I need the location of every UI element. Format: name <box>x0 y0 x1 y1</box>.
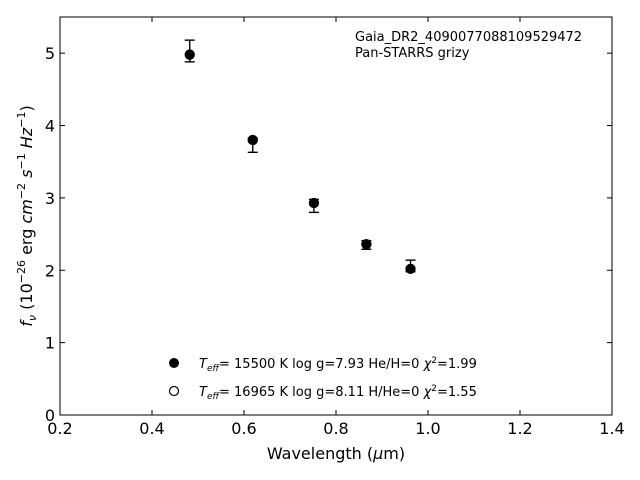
legend-label-2: Teff= 16965 K log g=8.11 H/He=0 χ2=1.55 <box>199 384 477 402</box>
model-point-open <box>308 197 320 209</box>
legend-label-1: Teff= 15500 K log g=7.93 He/H=0 χ2=1.99 <box>199 356 477 374</box>
x-tick-label: 0.6 <box>231 419 256 438</box>
y-tick-label: 2 <box>45 261 55 280</box>
y-tick-label: 5 <box>45 44 55 63</box>
annotation-survey: Pan-STARRS grizy <box>355 46 470 61</box>
y-tick-label: 1 <box>45 334 55 353</box>
y-tick-label: 0 <box>45 406 55 425</box>
legend-marker-open <box>168 385 180 397</box>
y-tick-label: 4 <box>45 117 55 136</box>
annotation-star-id: Gaia_DR2_4090077088109529472 <box>355 30 582 45</box>
y-axis-label: fν (10−26 erg cm−2 s−1 Hz−1) <box>15 105 39 326</box>
x-tick-label: 1.4 <box>599 419 624 438</box>
model-point-open <box>361 239 372 250</box>
model-point-open <box>405 263 416 274</box>
legend-marker-filled <box>169 358 179 368</box>
x-tick-label: 1.0 <box>415 419 440 438</box>
model-point-open <box>184 49 195 60</box>
y-tick-label: 3 <box>45 189 55 208</box>
x-axis-label: Wavelength (μm) <box>267 444 405 463</box>
x-tick-label: 0.2 <box>47 419 72 438</box>
model-point-open <box>247 134 258 146</box>
x-tick-label: 0.4 <box>139 419 164 438</box>
plot-frame <box>59 16 613 416</box>
x-tick-label: 0.8 <box>323 419 348 438</box>
x-tick-label: 1.2 <box>507 419 532 438</box>
